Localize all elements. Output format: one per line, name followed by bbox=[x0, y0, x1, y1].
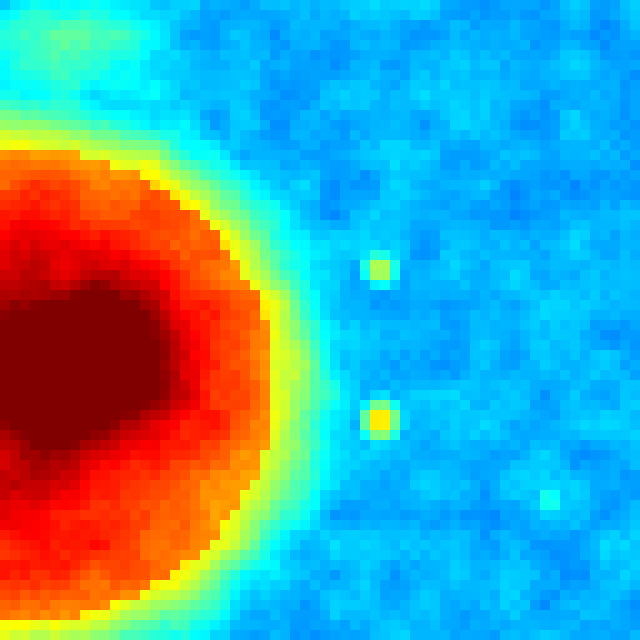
heatmap-image bbox=[0, 0, 640, 640]
heatmap-canvas bbox=[0, 0, 640, 640]
